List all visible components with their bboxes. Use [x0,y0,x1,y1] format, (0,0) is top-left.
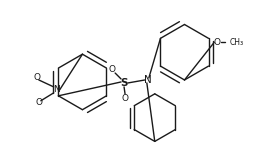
Text: N: N [53,85,60,94]
Text: S: S [120,78,128,88]
Text: CH₃: CH₃ [230,38,244,47]
Text: O: O [33,73,40,82]
Text: O: O [121,94,128,103]
Text: O: O [214,38,221,47]
Text: O: O [109,65,116,74]
Text: O: O [35,98,42,107]
Text: N: N [144,75,152,85]
